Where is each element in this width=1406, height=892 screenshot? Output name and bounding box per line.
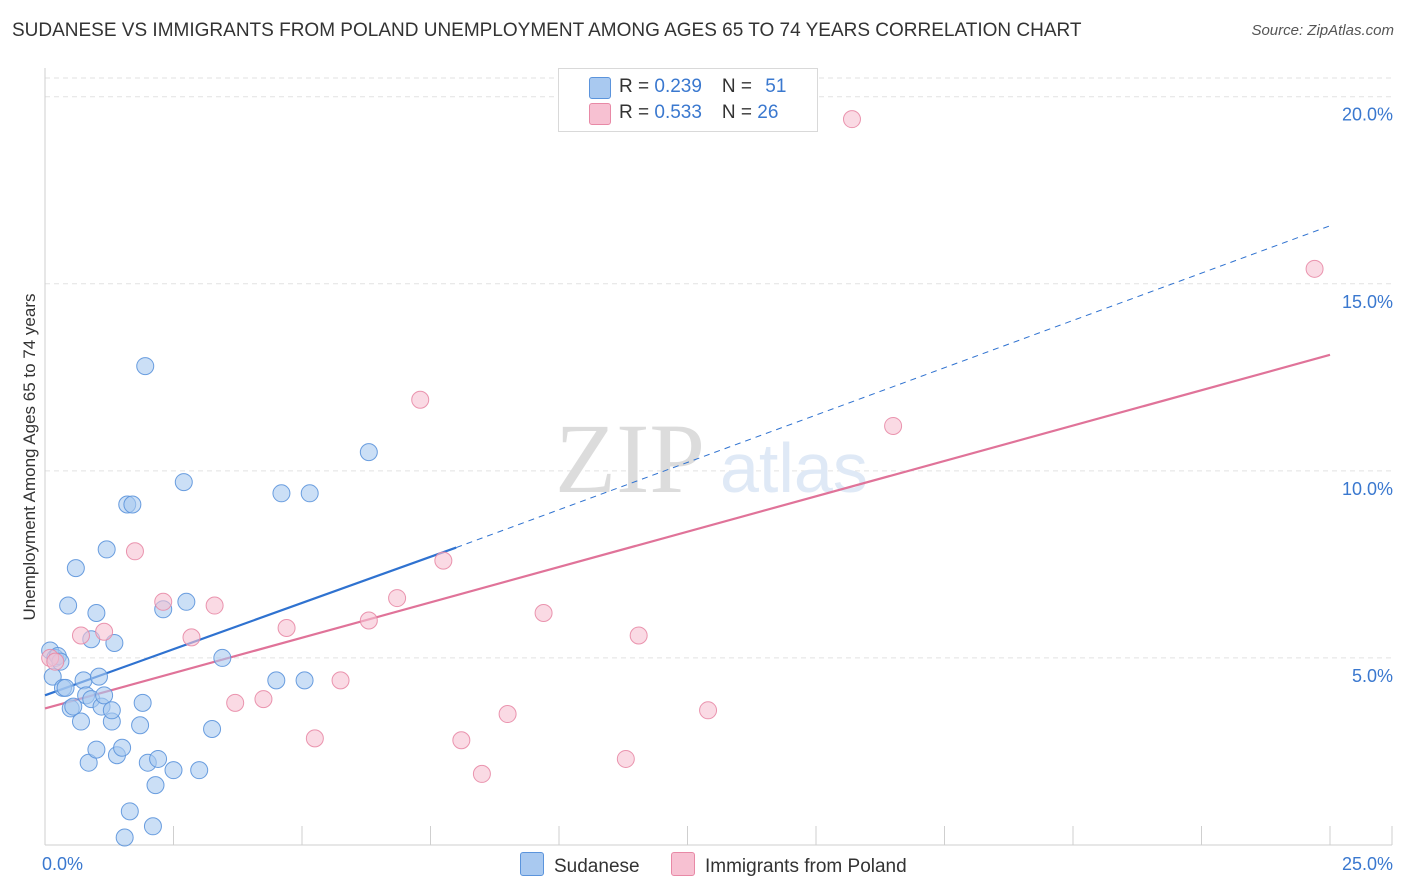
point-sudanese — [102, 701, 121, 720]
point-sudanese — [146, 776, 165, 795]
point-poland — [71, 626, 90, 645]
point-sudanese — [56, 678, 75, 697]
point-sudanese — [136, 357, 155, 376]
point-sudanese — [143, 817, 162, 836]
point-sudanese — [97, 540, 116, 559]
point-poland — [498, 705, 517, 724]
point-sudanese — [115, 828, 134, 847]
point-poland — [277, 618, 296, 637]
point-poland — [452, 731, 471, 750]
point-poland — [629, 626, 648, 645]
point-sudanese — [74, 671, 93, 690]
legend-swatch-poland — [589, 103, 611, 125]
point-sudanese — [105, 633, 124, 652]
point-poland — [388, 589, 407, 608]
point-poland — [842, 110, 861, 129]
point-sudanese — [59, 596, 78, 615]
point-poland — [1305, 259, 1324, 278]
point-sudanese — [149, 749, 168, 768]
point-poland — [154, 592, 173, 611]
point-sudanese — [87, 740, 106, 759]
watermark-atlas: atlas — [720, 429, 868, 507]
point-sudanese — [131, 716, 150, 735]
point-poland — [254, 690, 273, 709]
point-poland — [434, 551, 453, 570]
point-poland — [95, 622, 114, 641]
point-sudanese — [177, 592, 196, 611]
point-sudanese — [295, 671, 314, 690]
point-sudanese — [300, 484, 319, 503]
point-sudanese — [64, 697, 83, 716]
point-poland — [125, 542, 144, 561]
legend-swatch-sudanese — [589, 77, 611, 99]
point-poland — [226, 693, 245, 712]
bottom-legend-swatch-poland — [671, 852, 695, 876]
legend-box: R = 0.239 N = 51 R = 0.533 N = 26 — [558, 68, 818, 132]
tick-labels: 5.0% 10.0% 15.0% 20.0% 0.0% 25.0% — [42, 105, 1393, 874]
axes — [44, 68, 1393, 846]
bottom-legend-poland: Immigrants from Poland — [671, 852, 907, 878]
legend-r-label: R = — [619, 76, 655, 97]
data-points — [41, 110, 1324, 847]
point-poland — [46, 652, 65, 671]
point-sudanese — [267, 671, 286, 690]
point-sudanese — [123, 495, 142, 514]
x-tick-label-max: 25.0% — [1342, 854, 1393, 874]
point-poland — [411, 390, 430, 409]
point-sudanese — [203, 720, 222, 739]
y-tick-label: 15.0% — [1342, 292, 1393, 312]
trendline-sudanese — [44, 546, 457, 697]
point-sudanese — [213, 648, 232, 667]
point-sudanese — [272, 484, 291, 503]
point-poland — [359, 611, 378, 630]
point-poland — [305, 729, 324, 748]
bottom-legend-label-poland: Immigrants from Poland — [705, 856, 907, 877]
legend-r-value: 0.533 — [654, 102, 702, 123]
chart-source: Source: ZipAtlas.com — [1251, 22, 1394, 39]
legend-r-label: R = — [619, 102, 655, 123]
bottom-legend-label-sudanese: Sudanese — [554, 856, 640, 877]
point-sudanese — [164, 761, 183, 780]
legend-n-value: 51 — [765, 76, 787, 97]
point-sudanese — [87, 604, 106, 623]
point-poland — [699, 701, 718, 720]
trend-lines — [44, 225, 1331, 710]
chart-title: SUDANESE VS IMMIGRANTS FROM POLAND UNEMP… — [12, 20, 1082, 41]
legend-n-value: 26 — [757, 102, 779, 123]
point-sudanese — [359, 443, 378, 462]
y-tick-label: 20.0% — [1342, 105, 1393, 125]
point-poland — [534, 604, 553, 623]
grid-lines — [45, 77, 1392, 659]
y-tick-label: 10.0% — [1342, 479, 1393, 499]
watermark-zip: ZIP — [555, 403, 705, 514]
bottom-legend-sudanese: Sudanese — [520, 852, 640, 878]
point-sudanese — [113, 738, 132, 757]
point-sudanese — [95, 686, 114, 705]
point-poland — [331, 671, 350, 690]
point-sudanese — [190, 761, 209, 780]
point-sudanese — [174, 473, 193, 492]
trendline-sudanese-extension — [456, 225, 1331, 549]
bottom-legend-swatch-sudanese — [520, 852, 544, 876]
trendline-poland — [44, 353, 1331, 710]
legend-n-label: N = — [721, 102, 758, 123]
point-sudanese — [66, 559, 85, 578]
point-poland — [182, 628, 201, 647]
legend-n-label: N = — [721, 76, 758, 97]
point-sudanese — [89, 667, 108, 686]
point-poland — [616, 749, 635, 768]
point-poland — [884, 416, 903, 435]
point-sudanese — [71, 712, 90, 731]
point-sudanese — [120, 802, 139, 821]
point-poland — [205, 596, 224, 615]
x-tick-label-min: 0.0% — [42, 854, 83, 874]
point-poland — [472, 764, 491, 783]
legend-r-value: 0.239 — [654, 76, 702, 97]
y-tick-label: 5.0% — [1352, 666, 1393, 686]
point-sudanese — [133, 693, 152, 712]
